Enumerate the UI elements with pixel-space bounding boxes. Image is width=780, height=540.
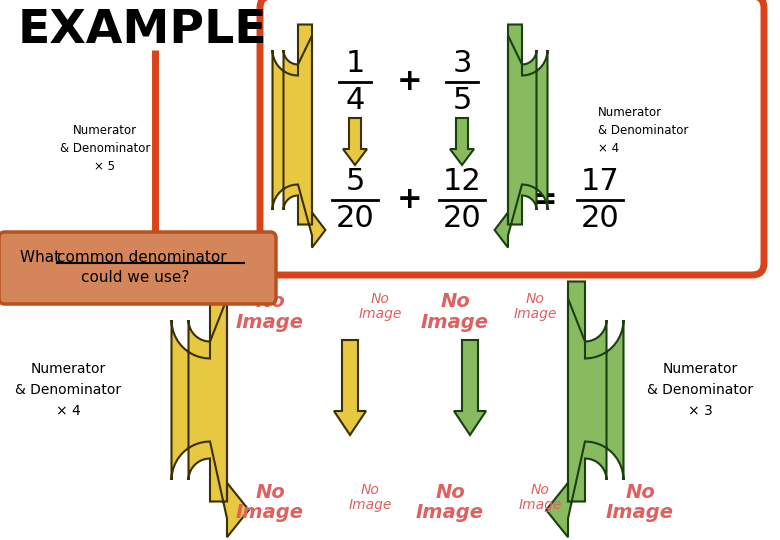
Text: 20: 20: [335, 204, 374, 233]
Polygon shape: [172, 281, 249, 537]
Polygon shape: [495, 24, 548, 248]
Text: No
Image: No Image: [513, 292, 557, 321]
Text: +: +: [397, 186, 423, 214]
Text: No
Image: No Image: [519, 483, 562, 512]
Text: +: +: [397, 68, 423, 97]
Text: 5: 5: [346, 167, 365, 197]
Text: No
Image: No Image: [236, 483, 304, 523]
Text: 5: 5: [452, 86, 472, 114]
Polygon shape: [334, 340, 366, 435]
Text: What: What: [20, 251, 65, 266]
Text: Numerator
& Denominator
× 5: Numerator & Denominator × 5: [60, 124, 151, 172]
Polygon shape: [343, 118, 367, 165]
FancyBboxPatch shape: [260, 0, 764, 275]
Text: 20: 20: [580, 204, 619, 233]
Text: EXAMPLE: EXAMPLE: [18, 8, 268, 53]
Text: No
Image: No Image: [421, 292, 489, 332]
Polygon shape: [272, 24, 325, 248]
Text: 12: 12: [442, 167, 481, 197]
Text: 4: 4: [346, 86, 365, 114]
Text: 20: 20: [442, 204, 481, 233]
Text: Numerator
& Denominator
× 3: Numerator & Denominator × 3: [647, 362, 753, 417]
Text: could we use?: could we use?: [81, 271, 190, 286]
Text: Numerator
& Denominator
× 4: Numerator & Denominator × 4: [598, 105, 689, 154]
Text: No
Image: No Image: [236, 292, 304, 332]
FancyBboxPatch shape: [0, 232, 276, 304]
Text: 1: 1: [346, 49, 365, 78]
Text: 17: 17: [580, 167, 619, 197]
Polygon shape: [450, 118, 474, 165]
Text: No
Image: No Image: [416, 483, 484, 523]
Text: =: =: [532, 186, 558, 214]
Polygon shape: [546, 281, 623, 537]
Polygon shape: [454, 340, 486, 435]
Text: common denominator: common denominator: [57, 251, 227, 266]
Text: Numerator
& Denominator
× 4: Numerator & Denominator × 4: [15, 362, 121, 417]
Text: No
Image: No Image: [358, 292, 402, 321]
Text: 3: 3: [452, 49, 472, 78]
Text: No
Image: No Image: [349, 483, 392, 512]
Text: No
Image: No Image: [606, 483, 674, 523]
